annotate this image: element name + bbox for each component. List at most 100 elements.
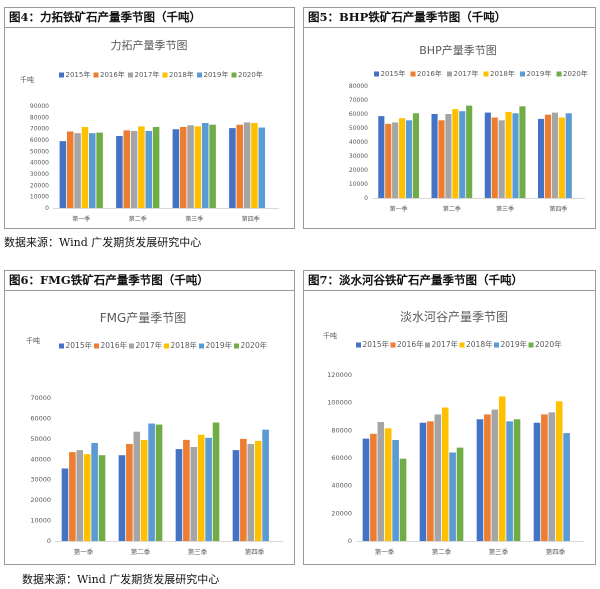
legend-swatch: [162, 72, 168, 78]
bar: [533, 422, 541, 541]
legend-entry: 2019年: [204, 70, 229, 79]
y-tick-label: 50000: [30, 435, 51, 443]
legend-swatch: [520, 71, 525, 77]
y-tick-label: 10000: [30, 517, 51, 525]
bar: [565, 113, 572, 198]
bar: [438, 120, 445, 198]
bar: [155, 424, 163, 541]
bar: [378, 116, 385, 198]
legend-entry: 2020年: [241, 340, 268, 350]
bar: [558, 117, 565, 198]
bar: [538, 118, 545, 198]
bar: [431, 114, 438, 198]
y-tick-label: 60000: [30, 414, 51, 422]
bar: [76, 450, 84, 541]
bar: [405, 120, 413, 198]
y-tick-label: 50000: [30, 148, 49, 155]
chart-bhp: BHP产量季节图 2015年 2016年 2017年 2018年 2019年 2020年 0 1…: [349, 43, 588, 213]
bar: [551, 112, 558, 198]
legend-swatch: [164, 343, 169, 349]
legend-entry: 2018年: [169, 70, 194, 79]
bar: [377, 422, 385, 541]
y-tick-label: 40000: [349, 139, 368, 146]
bar: [194, 126, 202, 208]
panel-header: 图5：BHP铁矿石产量季节图（千吨）: [304, 8, 595, 28]
chart-title: BHP产量季节图: [419, 43, 496, 57]
bar: [498, 120, 505, 198]
legend-entry: 2016年: [101, 340, 128, 350]
legend-swatch: [459, 342, 465, 348]
legend-entry: 2015年: [381, 69, 406, 78]
bar: [506, 421, 513, 541]
bar: [434, 414, 442, 541]
x-tick-label: 第一季: [72, 215, 90, 222]
chart-area: BHP产量季节图 2015年 2016年 2017年 2018年 2019年 2020年 0 1…: [330, 30, 591, 224]
bar: [476, 419, 484, 541]
legend-swatch: [59, 343, 64, 349]
bar: [392, 440, 399, 541]
legend-swatch: [410, 71, 416, 77]
bar: [175, 449, 183, 541]
legend-swatch: [129, 343, 134, 349]
bar: [140, 439, 148, 541]
bar: [362, 438, 370, 541]
legend-swatch: [356, 342, 361, 348]
bar: [232, 450, 240, 541]
legend-swatch: [59, 72, 64, 78]
bar: [384, 428, 392, 541]
legend-entry: 2020年: [535, 339, 562, 349]
x-tick-label: 第二季: [443, 205, 461, 213]
y-tick-label: 70000: [349, 97, 368, 104]
legend-entry: 2017年: [135, 70, 160, 79]
y-tick-label: 50000: [349, 125, 368, 132]
legend-entry: 2019年: [501, 339, 528, 349]
bar: [370, 433, 377, 541]
x-tick-label: 第三季: [185, 215, 203, 222]
bar: [59, 141, 67, 208]
x-tick-label: 第二季: [432, 547, 452, 556]
bar: [187, 125, 194, 208]
bar: [519, 106, 526, 198]
y-tick-label: 100000: [327, 399, 352, 407]
bar: [247, 443, 255, 541]
chart-title: 淡水河谷产量季节图: [400, 310, 508, 324]
bar: [399, 458, 407, 541]
x-tick-label: 第三季: [496, 205, 514, 213]
y-axis-label: 千吨: [26, 336, 40, 345]
legend-swatch: [199, 343, 204, 349]
x-tick-label: 第二季: [129, 215, 147, 222]
y-tick-label: 20000: [331, 509, 352, 517]
bar: [212, 422, 220, 541]
bar: [148, 423, 155, 541]
bar: [61, 468, 69, 541]
bar: [145, 130, 153, 208]
y-tick-label: 40000: [30, 160, 49, 167]
legend-entry: 2016年: [100, 70, 125, 79]
legend-swatch: [231, 72, 237, 78]
y-tick-label: 60000: [349, 111, 368, 118]
legend-swatch: [390, 342, 396, 348]
bar: [505, 111, 512, 198]
bar: [88, 133, 96, 208]
legend-entry: 2015年: [66, 340, 93, 350]
chart-title: FMG产量季节图: [100, 311, 187, 325]
legend-swatch: [93, 72, 99, 78]
bar: [201, 123, 209, 208]
y-tick-label: 20000: [349, 167, 368, 174]
y-tick-label: 10000: [349, 181, 368, 188]
bar: [138, 126, 145, 208]
bar: [555, 401, 563, 541]
bar: [229, 128, 236, 208]
bar: [133, 431, 141, 541]
legend-swatch: [494, 342, 499, 348]
y-tick-label: 30000: [30, 476, 51, 484]
chart-panel-vale: 图7：淡水河谷铁矿石产量季节图（千吨） 淡水河谷产量季节图 千吨 2015年 2016…: [303, 270, 596, 565]
chart-panel-rio: 图4：力拓铁矿石产量季节图（千吨） 力拓产量季节图 千吨 2015年 2016年 201…: [4, 7, 295, 229]
bar: [427, 421, 434, 541]
y-tick-label: 40000: [331, 482, 352, 490]
bar: [491, 117, 498, 198]
bar: [445, 114, 452, 198]
bar: [98, 455, 106, 541]
